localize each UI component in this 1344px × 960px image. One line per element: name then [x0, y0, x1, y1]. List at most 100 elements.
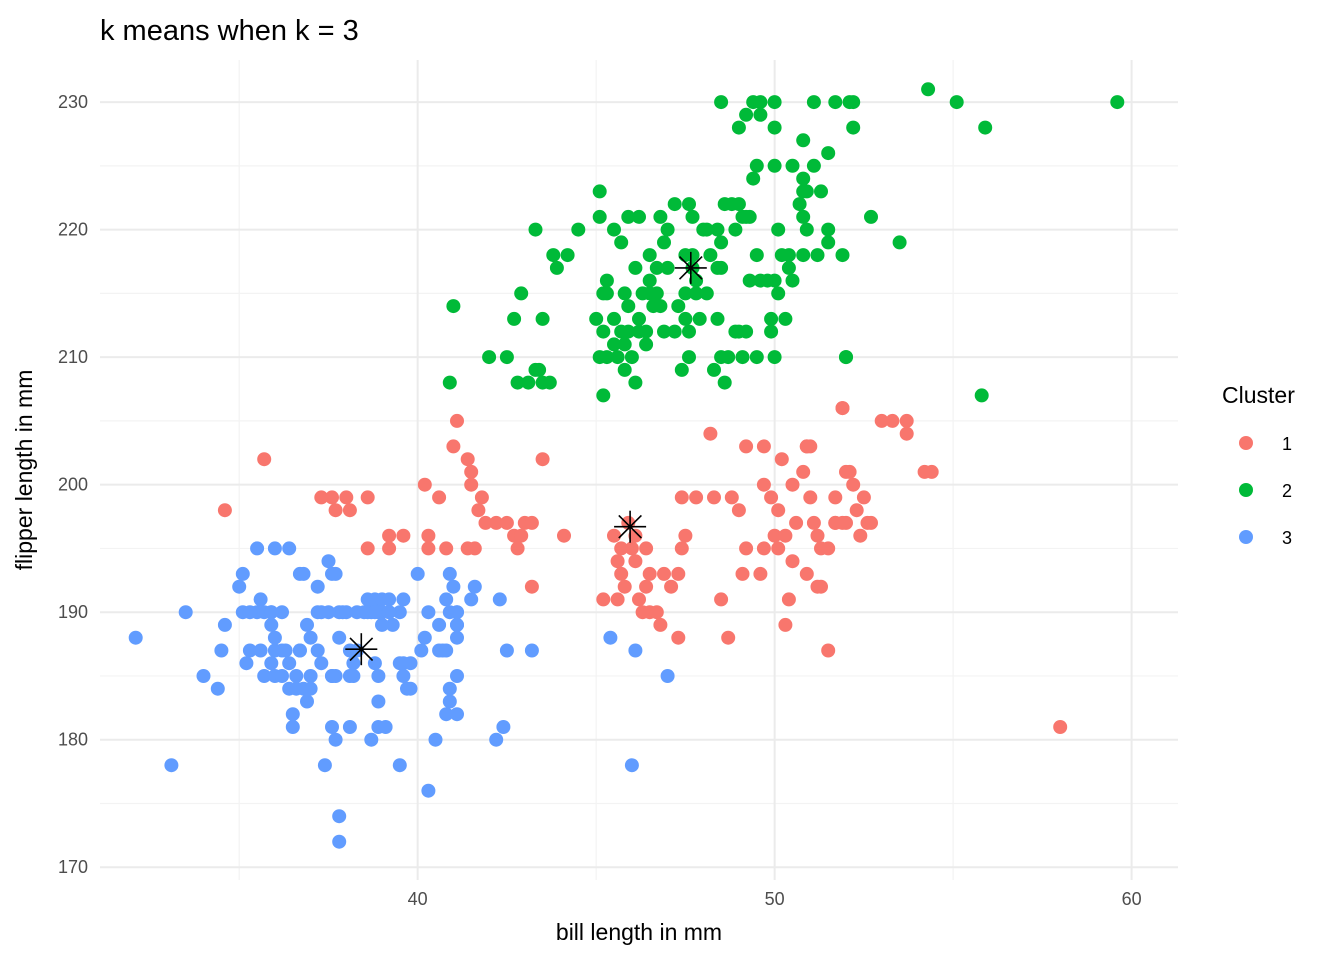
- data-point: [699, 286, 714, 301]
- data-point: [460, 452, 475, 467]
- legend-swatch: [1239, 436, 1253, 450]
- data-point: [521, 375, 536, 390]
- centroids-layer: [345, 251, 707, 666]
- data-point: [178, 605, 193, 620]
- data-point: [632, 209, 646, 224]
- data-point: [232, 579, 247, 594]
- data-point: [367, 605, 382, 620]
- data-point: [371, 669, 386, 683]
- legend: Cluster 1 2 3: [1222, 382, 1295, 548]
- data-point: [753, 95, 768, 110]
- x-tick-label: 60: [1122, 889, 1142, 909]
- data-point: [792, 197, 807, 212]
- series-cluster-3: [128, 541, 675, 849]
- data-point: [806, 95, 821, 110]
- data-point: [821, 541, 836, 556]
- data-point: [592, 350, 607, 365]
- data-point: [846, 120, 861, 135]
- data-point: [325, 669, 339, 683]
- data-point: [499, 643, 514, 658]
- data-point: [382, 528, 397, 543]
- data-point: [974, 388, 989, 403]
- data-point: [821, 643, 836, 658]
- data-point: [396, 528, 411, 543]
- data-point: [685, 209, 700, 224]
- data-point: [821, 235, 836, 250]
- data-point: [596, 388, 611, 403]
- data-point: [667, 324, 682, 339]
- data-point: [624, 350, 639, 365]
- data-point: [767, 158, 782, 173]
- y-tick-label: 180: [58, 730, 88, 750]
- data-point: [707, 490, 721, 505]
- data-point: [382, 541, 397, 556]
- data-point: [392, 758, 407, 773]
- data-point: [314, 656, 329, 671]
- data-point: [596, 324, 611, 339]
- data-point: [657, 566, 671, 581]
- data-point: [846, 477, 861, 492]
- data-point: [639, 541, 654, 556]
- data-point: [828, 95, 843, 110]
- y-tick-label: 230: [58, 92, 88, 112]
- y-tick-label: 210: [58, 347, 88, 367]
- data-point: [439, 643, 454, 658]
- data-point: [310, 643, 325, 658]
- data-point: [264, 617, 279, 632]
- data-point: [799, 184, 814, 199]
- data-point: [692, 311, 707, 326]
- data-point: [649, 605, 664, 620]
- data-point: [250, 541, 265, 556]
- data-point: [642, 248, 657, 263]
- data-point: [624, 541, 639, 556]
- data-point: [756, 541, 771, 556]
- data-point: [682, 197, 696, 212]
- data-point: [499, 350, 514, 365]
- data-point: [710, 311, 725, 326]
- centroid-marker-cluster-1: [614, 510, 647, 543]
- data-point: [778, 528, 793, 543]
- data-point: [678, 528, 693, 543]
- data-point: [442, 694, 457, 709]
- data-point: [296, 681, 311, 696]
- data-point: [467, 541, 482, 556]
- data-point: [756, 477, 771, 492]
- data-point: [217, 617, 232, 632]
- data-point: [450, 605, 464, 620]
- data-point: [474, 490, 489, 505]
- data-point: [657, 324, 671, 339]
- data-point: [767, 120, 782, 135]
- data-point: [703, 248, 718, 263]
- data-point: [410, 566, 425, 581]
- data-point: [682, 350, 696, 365]
- data-point: [742, 273, 757, 288]
- data-point: [674, 541, 689, 556]
- data-point: [524, 515, 539, 530]
- data-point: [439, 707, 454, 722]
- series-cluster-2: [442, 82, 1125, 403]
- y-axis-ticks: 170 180 190 200 210 220 230: [58, 92, 88, 877]
- data-point: [660, 222, 675, 237]
- data-point: [731, 503, 746, 518]
- data-point: [771, 286, 786, 301]
- data-point: [214, 643, 229, 658]
- data-point: [660, 260, 675, 275]
- data-point: [682, 324, 696, 339]
- data-point: [478, 515, 493, 530]
- data-point: [835, 515, 850, 530]
- data-point: [921, 82, 936, 97]
- data-point: [789, 515, 804, 530]
- data-point: [1110, 95, 1125, 110]
- data-point: [657, 235, 671, 250]
- data-point: [242, 643, 257, 658]
- data-point: [667, 197, 682, 212]
- data-point: [689, 286, 704, 301]
- data-point: [560, 248, 575, 263]
- y-tick-label: 220: [58, 220, 88, 240]
- x-axis-label: bill length in mm: [556, 919, 722, 945]
- data-point: [546, 248, 561, 263]
- data-point: [235, 566, 250, 581]
- data-point: [596, 592, 611, 607]
- data-point: [799, 566, 814, 581]
- data-point: [617, 286, 632, 301]
